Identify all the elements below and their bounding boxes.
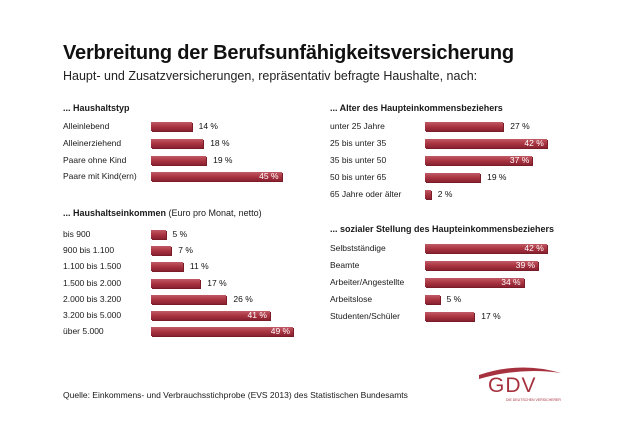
bar-row: 900 bis 1.100 7 % [63,245,323,256]
value-label: 2 % [437,188,453,199]
bar-row: Selbstständige 42 % [330,243,590,253]
value-label: 39 % [515,260,536,270]
bar [151,172,282,182]
bar [151,246,172,256]
bar-row: Paare ohne Kind 19 % [63,155,323,165]
bar [151,327,294,337]
panel-title-main: ... sozialer Stellung des Haupteinkommen… [330,224,555,234]
category-label: Arbeiter/Angestellte [330,277,405,287]
bar-row: 50 bis unter 65 19 % [330,172,590,182]
category-label: 1.100 bis 1.500 [63,261,122,272]
category-label: über 5.000 [63,326,104,337]
panel-title-main: ... Haushaltseinkommen [63,208,167,218]
category-label: Selbstständige [330,243,386,253]
value-label: 27 % [510,121,530,131]
value-label: 41 % [247,310,267,320]
panel-title: ... Haushaltstyp [63,103,130,113]
gdv-logo-swoosh [479,367,561,379]
chart-title: Verbreitung der Berufsunfähigkeitsversic… [63,42,514,64]
bar-row: 2.000 bis 3.200 26 % [63,294,323,304]
category-label: Arbeitslose [330,294,373,304]
bar-row: 25 bis unter 35 42 % [330,138,590,148]
gdv-logo-subtext: DIE DEUTSCHEN VERSICHERER [506,398,561,402]
category-label: 25 bis unter 35 [330,137,387,148]
value-label: 5 % [172,229,188,239]
value-label: 19 % [213,154,233,165]
panel-title: ... Haushaltseinkommen (Euro pro Monat, … [63,208,262,218]
category-label: Alleinerziehend [63,137,122,148]
value-label: 19 % [487,171,507,182]
category-label: 3.200 bis 5.000 [63,310,122,320]
bar [425,312,475,321]
category-label: Alleinlebend [63,121,110,131]
bar [425,122,504,131]
value-label: 45 % [259,171,279,182]
bar-row: 1.100 bis 1.500 11 % [63,261,323,272]
value-label: 37 % [509,154,530,165]
value-label: 18 % [210,137,230,148]
bar-row: unter 25 Jahre 27 % [330,121,590,131]
panel-title-main: ... Alter des Haupteinkommensbeziehers [330,103,503,113]
bar-row: Arbeitslose 5 % [330,294,590,304]
bar [425,295,440,304]
category-label: 2.000 bis 3.200 [63,293,122,304]
chart-subtitle: Haupt- und Zusatzversicherungen, repräse… [63,69,478,83]
bar [151,122,192,131]
bar-row: Paare mit Kind(ern) 45 % [63,171,323,182]
category-label: Studenten/Schüler [330,311,400,321]
category-label: 900 bis 1.100 [63,245,115,256]
category-label: 1.500 bis 2.000 [63,277,122,288]
value-label: 42 % [524,137,544,148]
bar [425,244,547,253]
value-label: 14 % [198,121,218,131]
value-label: 7 % [178,245,193,256]
category-label: unter 25 Jahre [330,121,385,131]
bar [425,172,481,182]
bar [151,262,183,272]
bar [425,278,524,287]
category-label: bis 900 [63,229,91,239]
bar-row: Alleinerziehend 18 % [63,138,323,148]
bar [151,155,207,165]
bar-row: Studenten/Schüler 17 % [330,311,590,321]
panel-title: ... sozialer Stellung des Haupteinkommen… [330,224,554,234]
category-label: 50 bis unter 65 [330,171,387,182]
value-label: 42 % [524,243,544,253]
source-note: Quelle: Einkommens- und Verbrauchsstichp… [63,390,408,400]
bar-row: 1.500 bis 2.000 17 % [63,278,323,288]
category-label: Paare mit Kind(ern) [63,171,137,182]
bar [151,138,204,148]
value-label: 34 % [501,277,521,287]
bar [151,230,166,239]
bar [425,138,547,148]
value-label: 26 % [233,293,253,304]
value-label: 17 % [207,277,227,288]
bar [425,155,533,165]
category-label: 35 bis unter 50 [330,154,387,165]
bar-row: 65 Jahre oder älter 2 % [330,189,590,199]
gdv-logo-text: GDV [488,374,537,397]
value-label: 49 % [270,326,291,337]
panel-title-main: ... Haushaltstyp [63,103,130,113]
category-label: Beamte [330,260,360,270]
bar-row: über 5.000 49 % [63,326,323,337]
bar [425,261,539,270]
bar-row: 3.200 bis 5.000 41 % [63,310,323,320]
bar [151,294,227,304]
bar-row: Arbeiter/Angestellte 34 % [330,277,590,287]
value-label: 11 % [189,261,209,272]
bar-row: Beamte 39 % [330,260,590,270]
bar-row: bis 900 5 % [63,229,323,239]
bar-row: Alleinlebend 14 % [63,121,323,131]
bar-row: 35 bis unter 50 37 % [330,155,590,165]
value-label: 5 % [446,294,462,304]
bar [151,311,270,320]
panel-title-note: (Euro pro Monat, netto) [166,208,262,218]
panel-title: ... Alter des Haupteinkommensbeziehers [330,103,503,113]
category-label: Paare ohne Kind [63,154,127,165]
bar [151,278,201,288]
bar [425,189,431,199]
value-label: 17 % [481,311,501,321]
category-label: 65 Jahre oder älter [330,188,402,199]
